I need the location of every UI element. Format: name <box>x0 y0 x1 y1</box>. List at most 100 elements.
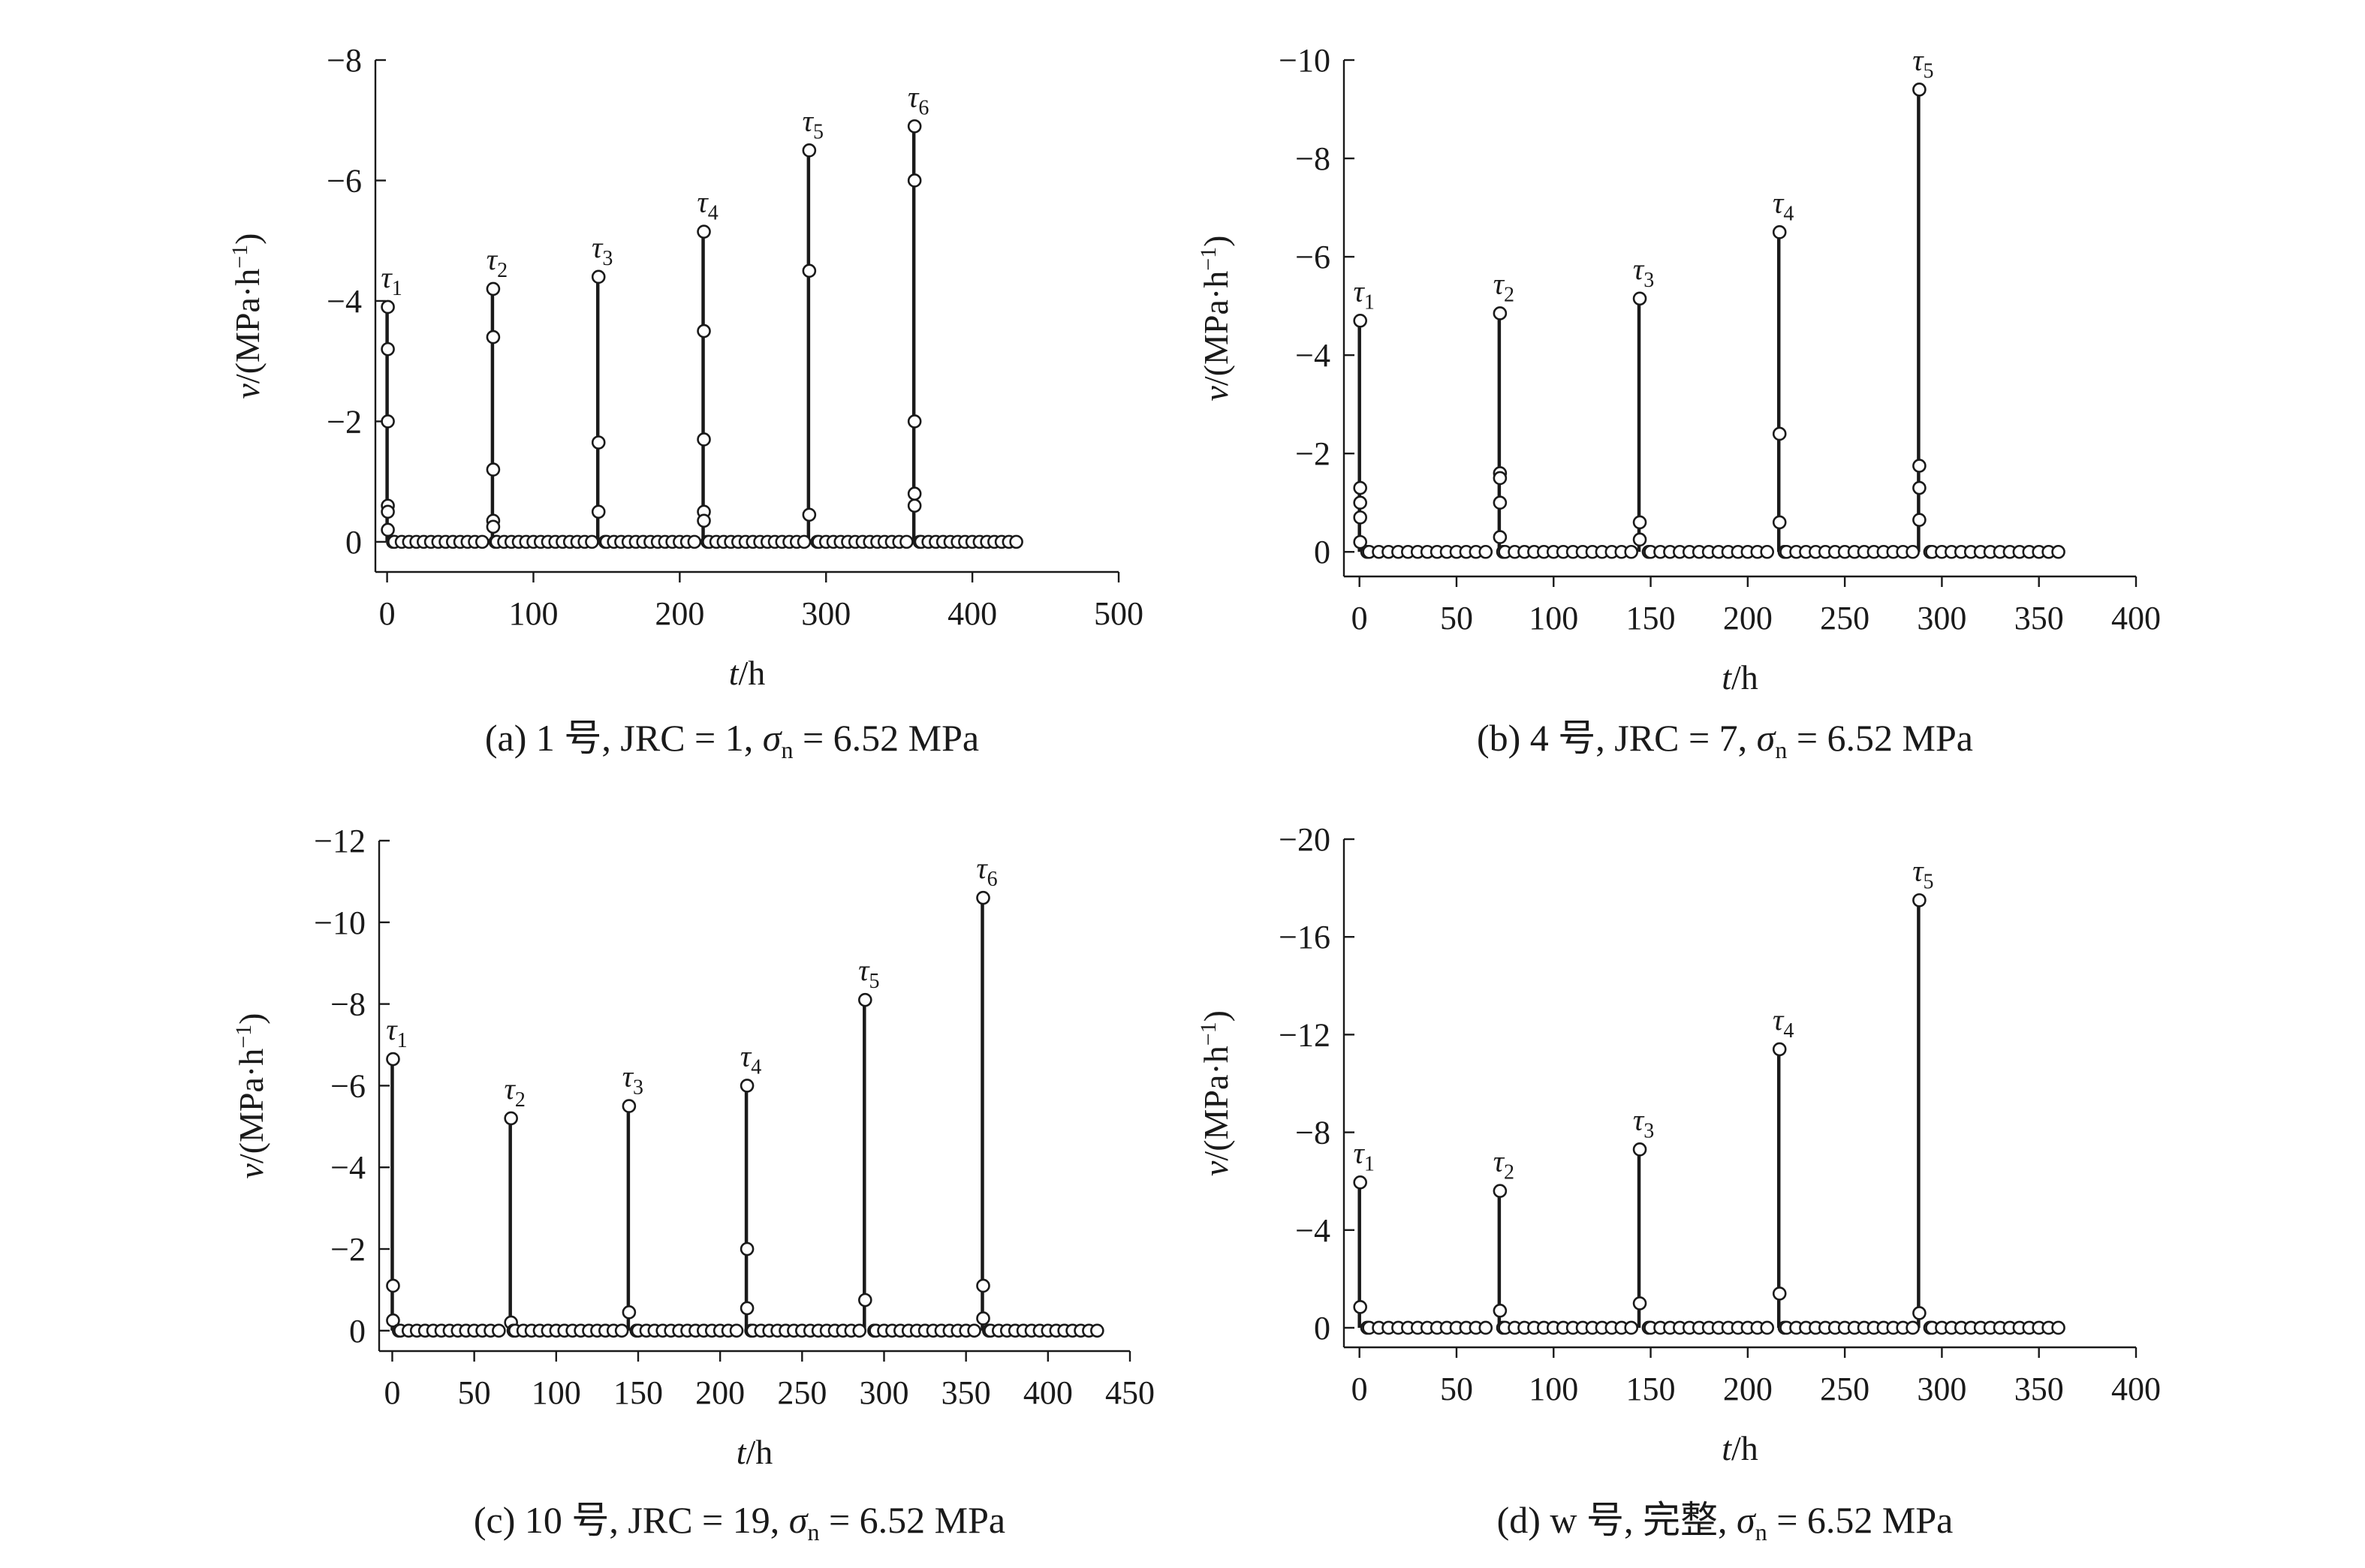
data-point <box>1493 471 1508 486</box>
x-tick-label: 50 <box>1440 1371 1473 1407</box>
x-tick-label: 200 <box>1723 1371 1773 1407</box>
x-tick-label: 50 <box>1440 600 1473 637</box>
data-point <box>386 1313 400 1328</box>
peak-label: τ4 <box>697 185 718 225</box>
axes <box>1342 838 2138 1358</box>
data-point <box>907 486 922 501</box>
peak-label: τ1 <box>381 260 402 300</box>
data-point <box>386 1278 400 1293</box>
x-tick-label: 250 <box>1820 600 1869 637</box>
data-point <box>1353 510 1367 525</box>
data-point <box>381 504 395 519</box>
data-point <box>1772 225 1787 239</box>
peak-label: τ5 <box>858 953 879 993</box>
peak-label: τ4 <box>1773 185 1794 225</box>
y-tick-label: −8 <box>1295 140 1330 177</box>
y-tick-label: −20 <box>1279 821 1330 858</box>
y-axis-label: v/(MPa·h−1) <box>231 1013 270 1179</box>
y-tick-label: −4 <box>1295 1212 1330 1249</box>
data-point <box>1353 313 1367 328</box>
data-point <box>1493 530 1508 544</box>
data-point <box>797 534 812 549</box>
data-point <box>802 507 817 522</box>
y-tick-label: 0 <box>345 524 362 561</box>
data-point <box>907 498 922 513</box>
data-point <box>1772 1287 1787 1301</box>
data-point <box>622 1099 637 1113</box>
data-point <box>1632 532 1647 547</box>
data-point <box>697 513 711 528</box>
x-tick-label: 300 <box>801 595 851 632</box>
data-point <box>1493 306 1508 321</box>
peak-label: τ1 <box>1354 1136 1375 1175</box>
peak-label: τ2 <box>505 1072 526 1112</box>
data-point <box>1493 495 1508 510</box>
x-tick-label: 400 <box>948 595 997 632</box>
peak-label: τ4 <box>1773 1003 1794 1043</box>
x-axis-label: t/h <box>737 1433 773 1471</box>
y-tick-label: −2 <box>1295 435 1330 472</box>
peak-label: τ3 <box>592 230 613 270</box>
data-point <box>1353 1175 1367 1190</box>
x-tick-label: 150 <box>1626 1371 1676 1407</box>
y-tick-label: −6 <box>330 1067 366 1104</box>
y-tick-label: −4 <box>1295 337 1330 374</box>
data-point <box>1772 426 1787 441</box>
data-point <box>697 432 711 447</box>
x-tick-label: 200 <box>1723 600 1773 637</box>
series-creep-rate: τ1 τ2 τ3 τ4 τ5 <box>1353 43 2065 559</box>
data-point <box>1912 513 1927 527</box>
data-point <box>687 534 702 549</box>
x-axis-label: t/h <box>729 654 766 692</box>
data-point <box>381 414 395 429</box>
data-point <box>1632 1296 1647 1311</box>
data-point <box>1760 544 1775 559</box>
data-point <box>475 534 490 549</box>
y-tick-label: −6 <box>1295 239 1330 275</box>
x-tick-label: 0 <box>1351 600 1368 637</box>
data-point <box>386 1052 400 1067</box>
data-point <box>1760 1320 1775 1335</box>
y-tick-label: −12 <box>1279 1016 1330 1053</box>
x-tick-label: 250 <box>777 1374 827 1411</box>
data-point <box>967 1323 981 1338</box>
peak-label: τ6 <box>976 851 997 891</box>
data-point <box>740 1079 755 1093</box>
x-tick-label: 400 <box>2111 600 2161 637</box>
y-axis-label: v/(MPa·h−1) <box>1196 236 1235 402</box>
peak-label: τ5 <box>803 104 824 143</box>
data-point <box>1009 534 1023 549</box>
data-point <box>492 1323 506 1338</box>
data-point <box>976 1278 990 1293</box>
y-tick-label: 0 <box>349 1313 366 1350</box>
y-tick-label: −4 <box>327 283 362 320</box>
x-axis-label: t/h <box>1722 658 1758 697</box>
data-point <box>740 1241 755 1257</box>
peak-label: τ3 <box>622 1060 643 1100</box>
data-point <box>1353 480 1367 495</box>
data-point <box>1912 480 1927 495</box>
y-axis-label: v/(MPa·h−1) <box>1196 1010 1235 1176</box>
x-tick-label: 500 <box>1094 595 1143 632</box>
data-point <box>1912 459 1927 473</box>
data-point <box>729 1323 744 1338</box>
data-point <box>907 173 922 188</box>
data-point <box>591 504 606 519</box>
data-point <box>1632 515 1647 530</box>
data-point <box>486 519 501 534</box>
data-point <box>1632 1142 1647 1157</box>
axes <box>1342 59 2138 587</box>
y-tick-label: −2 <box>327 403 362 440</box>
data-point <box>697 224 711 239</box>
peak-label: τ6 <box>908 80 929 119</box>
x-tick-label: 0 <box>379 595 396 632</box>
data-point <box>1493 1184 1508 1198</box>
y-tick-label: 0 <box>1314 1310 1330 1347</box>
x-tick-label: 300 <box>859 1374 908 1411</box>
x-tick-label: 250 <box>1820 1371 1869 1407</box>
y-tick-label: −6 <box>327 162 362 199</box>
y-tick-label: −10 <box>1279 42 1330 79</box>
data-point <box>1912 1306 1927 1320</box>
x-tick-label: 100 <box>508 595 558 632</box>
